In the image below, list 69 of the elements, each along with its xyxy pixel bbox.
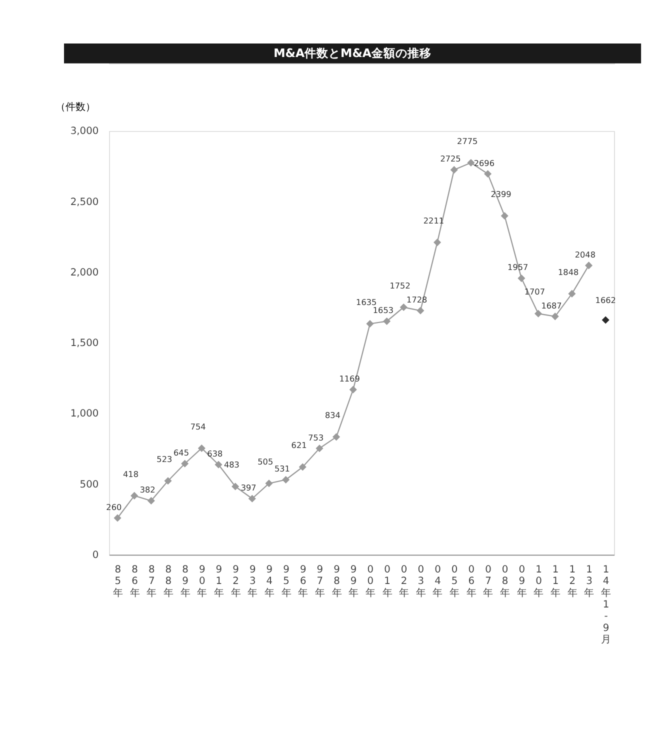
data-label: 1752 (390, 280, 410, 290)
x-tick-label: 01年 (382, 564, 392, 599)
x-tick-label: 13年 (584, 564, 594, 599)
x-tick-label: 06年 (466, 564, 476, 599)
x-tick-label: 04年 (432, 564, 443, 599)
data-label: 1635 (356, 296, 377, 307)
x-tick-label: 08年 (500, 564, 510, 599)
data-label: 621 (291, 440, 307, 450)
x-tick-label: 00年 (365, 564, 376, 599)
y-tick-label: 2,500 (70, 196, 99, 208)
data-label: 1848 (558, 266, 579, 277)
data-label: 645 (173, 448, 189, 458)
x-tick-label: 02年 (399, 564, 410, 599)
data-label: 1687 (541, 300, 562, 310)
data-label: 523 (156, 454, 172, 464)
y-tick-label: 3,000 (70, 126, 99, 138)
data-label: 1957 (508, 262, 528, 272)
x-tick-label: 92年 (230, 564, 241, 599)
x-tick-label: 88年 (163, 564, 174, 599)
data-label: 2048 (574, 249, 596, 260)
x-tick-label: 87年 (146, 564, 157, 599)
data-label: 2725 (440, 154, 461, 164)
data-label: 260 (106, 502, 122, 512)
x-tick-label: 89年 (180, 564, 190, 599)
data-label: 1169 (339, 373, 360, 384)
y-tick-label: 2,000 (70, 267, 99, 278)
data-label: 418 (122, 468, 138, 479)
x-tick-label: 03年 (416, 564, 426, 599)
x-tick-label: 90年 (197, 564, 208, 599)
data-label: 2399 (490, 188, 512, 199)
x-tick-label: 85年 (112, 564, 123, 599)
data-label: 2775 (457, 136, 478, 146)
x-tick-label: 94年 (264, 564, 274, 599)
data-label: 505 (258, 456, 274, 466)
y-tick-label: 500 (80, 479, 99, 490)
data-label: 531 (274, 464, 290, 474)
x-tick-label: 11年 (550, 564, 561, 599)
x-tick-label: 05年 (450, 564, 460, 599)
x-tick-label: 99年 (348, 564, 359, 599)
data-label: 754 (190, 421, 206, 432)
chart-title: M&A件数とM&A金額の推移 (274, 46, 432, 60)
x-tick-label: 97年 (314, 564, 325, 599)
data-label: 638 (207, 448, 223, 458)
x-tick-label: 86年 (130, 564, 140, 599)
y-axis-title: （件数） (55, 102, 96, 113)
x-tick-label: 10年 (534, 564, 544, 599)
data-label: 2211 (423, 215, 444, 226)
data-label: 483 (224, 460, 240, 470)
x-tick-label: 98年 (332, 564, 342, 599)
x-tick-label: 07年 (483, 564, 494, 599)
data-label: 1662 (595, 294, 616, 305)
x-tick-label: 14年1-9月 (601, 564, 612, 646)
data-label: 397 (240, 482, 256, 493)
x-tick-label: 95年 (281, 564, 292, 599)
y-tick-label: 0 (92, 550, 99, 561)
x-tick-label: 91年 (214, 564, 224, 599)
data-label: 1728 (406, 294, 428, 305)
y-tick-label: 1,500 (70, 338, 99, 350)
data-label: 2696 (474, 158, 494, 168)
y-tick-label: 1,000 (70, 408, 99, 420)
x-tick-label: 93年 (248, 564, 258, 599)
data-label: 1707 (524, 286, 545, 297)
x-tick-label: 09年 (516, 564, 527, 599)
data-label: 834 (324, 410, 340, 420)
data-label: 382 (140, 484, 156, 495)
data-label: 753 (308, 432, 324, 442)
x-tick-label: 96年 (298, 564, 308, 599)
x-tick-label: 12年 (567, 564, 578, 599)
data-label: 1653 (372, 305, 394, 316)
